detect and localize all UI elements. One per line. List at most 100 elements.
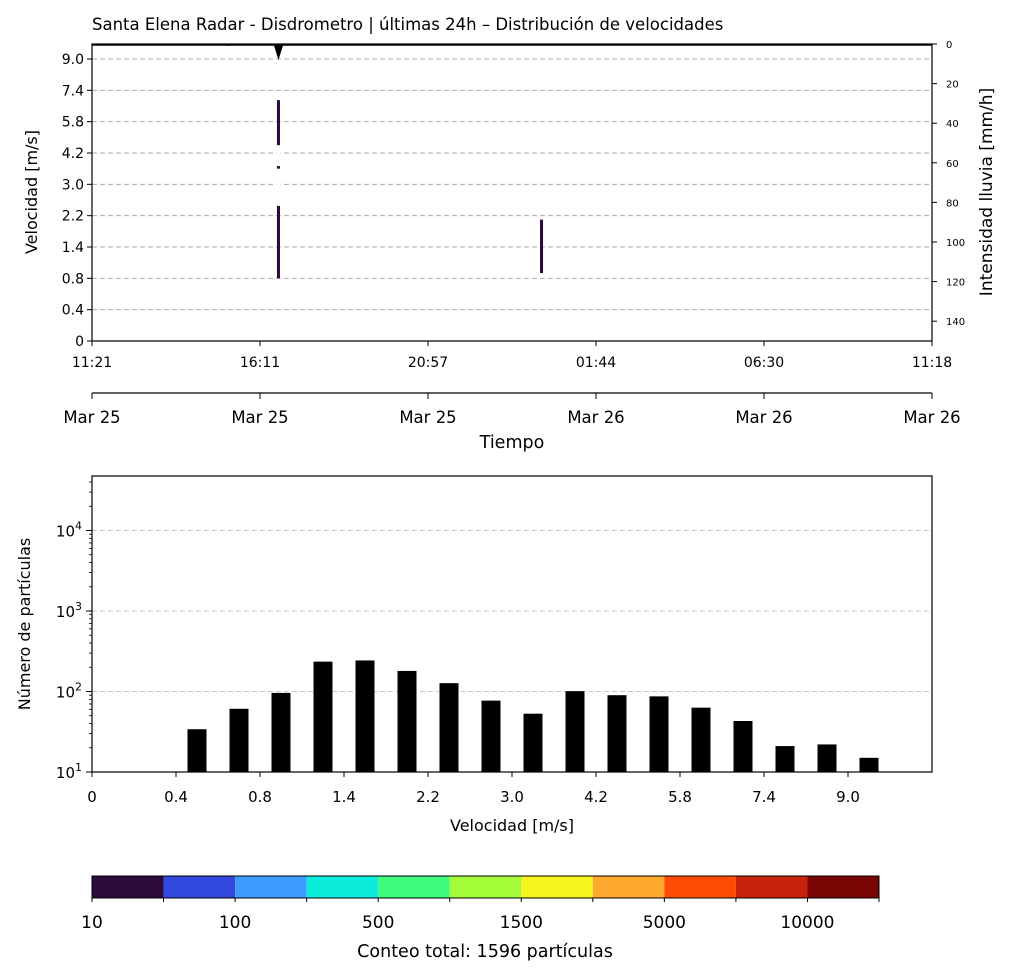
colorbar-segment bbox=[235, 876, 307, 898]
top-y2-tick-label: 80 bbox=[946, 198, 959, 209]
histogram-bar bbox=[271, 692, 291, 772]
rain-intensity-peak bbox=[273, 44, 284, 60]
colorbar-tick-label: 100 bbox=[219, 913, 251, 933]
top-time-tick-label: 11:18 bbox=[912, 355, 952, 371]
histogram-bar bbox=[439, 683, 459, 772]
colorbar-tick-label: 1500 bbox=[500, 913, 543, 933]
velocity-events bbox=[276, 100, 544, 279]
velocity-event bbox=[540, 219, 544, 274]
date-tick-label: Mar 26 bbox=[903, 408, 960, 427]
top-y2-tick-label: 0 bbox=[946, 40, 952, 51]
chart-title: Santa Elena Radar - Disdrometro | última… bbox=[92, 15, 723, 34]
colorbar-segment bbox=[521, 876, 593, 898]
histogram-x-tick-label: 4.2 bbox=[584, 788, 608, 806]
histogram-bar bbox=[649, 696, 669, 772]
colorbar-segment bbox=[664, 876, 736, 898]
top-y2-axis-label: Intensidad lluvia [mm/h] bbox=[977, 88, 997, 296]
colorbar-segment bbox=[449, 876, 522, 898]
histogram-y-tick-label: 103 bbox=[56, 600, 82, 621]
top-y-tick-label: 3.0 bbox=[62, 177, 84, 193]
histogram-bar bbox=[607, 695, 627, 772]
date-tick-label: Mar 25 bbox=[63, 408, 120, 427]
histogram-x-tick-label: 2.2 bbox=[416, 788, 440, 806]
top-y2-tick-label: 40 bbox=[946, 119, 959, 130]
histogram-gridlines bbox=[92, 530, 932, 692]
top-y-tick-label: 4.2 bbox=[62, 146, 84, 162]
top-y-tick-label: 0.8 bbox=[62, 271, 84, 287]
histogram-bar bbox=[481, 700, 501, 772]
top-y-tick-label: 2.2 bbox=[62, 209, 84, 225]
colorbar-segment bbox=[378, 876, 450, 898]
event-gap bbox=[276, 145, 281, 167]
histogram-y-tick-label: 101 bbox=[56, 761, 82, 782]
histogram-x-tick-label: 5.8 bbox=[668, 788, 692, 806]
date-axis: Mar 25 Mar 25 Mar 25 Mar 26 Mar 26 Mar 26 bbox=[63, 393, 961, 427]
colorbar: 10 100 500 1500 5000 10000 bbox=[81, 875, 880, 933]
histogram-x-tick-label: 3.0 bbox=[500, 788, 524, 806]
colorbar-frame bbox=[91, 875, 880, 899]
top-y-tick-label: 5.8 bbox=[62, 115, 84, 131]
histogram-bar bbox=[523, 713, 543, 772]
histogram-y-tick-label: 102 bbox=[56, 681, 82, 702]
colorbar-segment bbox=[306, 876, 379, 898]
colorbar-tick-label: 500 bbox=[362, 913, 394, 933]
date-tick-label: Mar 26 bbox=[735, 408, 792, 427]
colorbar-segment bbox=[163, 876, 236, 898]
histogram-bar bbox=[733, 721, 753, 772]
date-tick-label: Mar 25 bbox=[231, 408, 288, 427]
date-axis-label: Tiempo bbox=[479, 433, 545, 453]
top-y2-tick-label: 60 bbox=[946, 159, 959, 170]
histogram-bar bbox=[187, 729, 207, 772]
top-y2-tick-label: 120 bbox=[946, 278, 965, 289]
histogram-bar bbox=[355, 660, 375, 772]
histogram-bar bbox=[397, 670, 417, 772]
top-time-axis: 11:21 16:11 20:57 01:44 06:30 11:18 bbox=[72, 341, 952, 371]
top-y2-tick-label: 140 bbox=[946, 317, 965, 328]
top-y2-axis: 0 20 40 60 80 100 120 140 bbox=[932, 40, 965, 328]
colorbar-segment bbox=[92, 876, 164, 898]
histogram-plot-frame bbox=[91, 475, 933, 773]
top-plot-frame bbox=[91, 43, 933, 342]
histogram-y-axis: 101 102 103 104 bbox=[56, 481, 92, 782]
histogram-x-tick-label: 0.8 bbox=[248, 788, 272, 806]
histogram-x-tick-label: 9.0 bbox=[836, 788, 860, 806]
histogram-bar bbox=[313, 661, 333, 772]
colorbar-tick-label: 10000 bbox=[780, 913, 834, 933]
top-y2-tick-label: 20 bbox=[946, 80, 959, 91]
top-y-axis-label: Velocidad [m/s] bbox=[22, 130, 41, 254]
histogram-bar bbox=[775, 746, 795, 772]
histogram-bar bbox=[229, 708, 249, 772]
histogram-x-tick-label: 0.4 bbox=[164, 788, 188, 806]
histogram-x-tick-label: 0 bbox=[87, 788, 97, 806]
histogram-y-tick-label: 104 bbox=[56, 520, 82, 541]
colorbar-segment bbox=[807, 876, 879, 898]
top-time-tick-label: 01:44 bbox=[576, 355, 616, 371]
rain-intensity-trace bbox=[92, 44, 932, 60]
top-y-tick-label: 9.0 bbox=[62, 52, 84, 68]
top-y-axis: 0 0.4 0.8 1.4 2.2 3.0 4.2 5.8 7.4 9.0 bbox=[62, 52, 92, 350]
histogram-bar bbox=[691, 707, 711, 772]
histogram-bars bbox=[187, 660, 879, 772]
top-y-tick-label: 0.4 bbox=[62, 303, 84, 319]
event-gap bbox=[276, 168, 281, 206]
top-time-tick-label: 11:21 bbox=[72, 355, 112, 371]
top-y-tick-label: 1.4 bbox=[62, 240, 84, 256]
colorbar-segment bbox=[735, 876, 808, 898]
colorbar-segment bbox=[592, 876, 665, 898]
histogram-x-tick-label: 7.4 bbox=[752, 788, 776, 806]
colorbar-tick-label: 10 bbox=[81, 913, 103, 933]
colorbar-label: Conteo total: 1596 partículas bbox=[357, 942, 613, 962]
top-y-tick-label: 7.4 bbox=[62, 83, 84, 99]
histogram-x-tick-label: 1.4 bbox=[332, 788, 356, 806]
top-y-tick-label: 0 bbox=[75, 334, 84, 350]
top-time-tick-label: 06:30 bbox=[744, 355, 784, 371]
histogram-x-axis: 0 0.4 0.8 1.4 2.2 3.0 4.2 5.8 7.4 9.0 bbox=[87, 772, 860, 806]
date-tick-label: Mar 25 bbox=[399, 408, 456, 427]
histogram-bar bbox=[817, 744, 837, 772]
top-y2-tick-label: 100 bbox=[946, 238, 965, 249]
date-tick-label: Mar 26 bbox=[567, 408, 624, 427]
histogram-bar bbox=[565, 691, 585, 772]
histogram-bar bbox=[859, 757, 879, 772]
